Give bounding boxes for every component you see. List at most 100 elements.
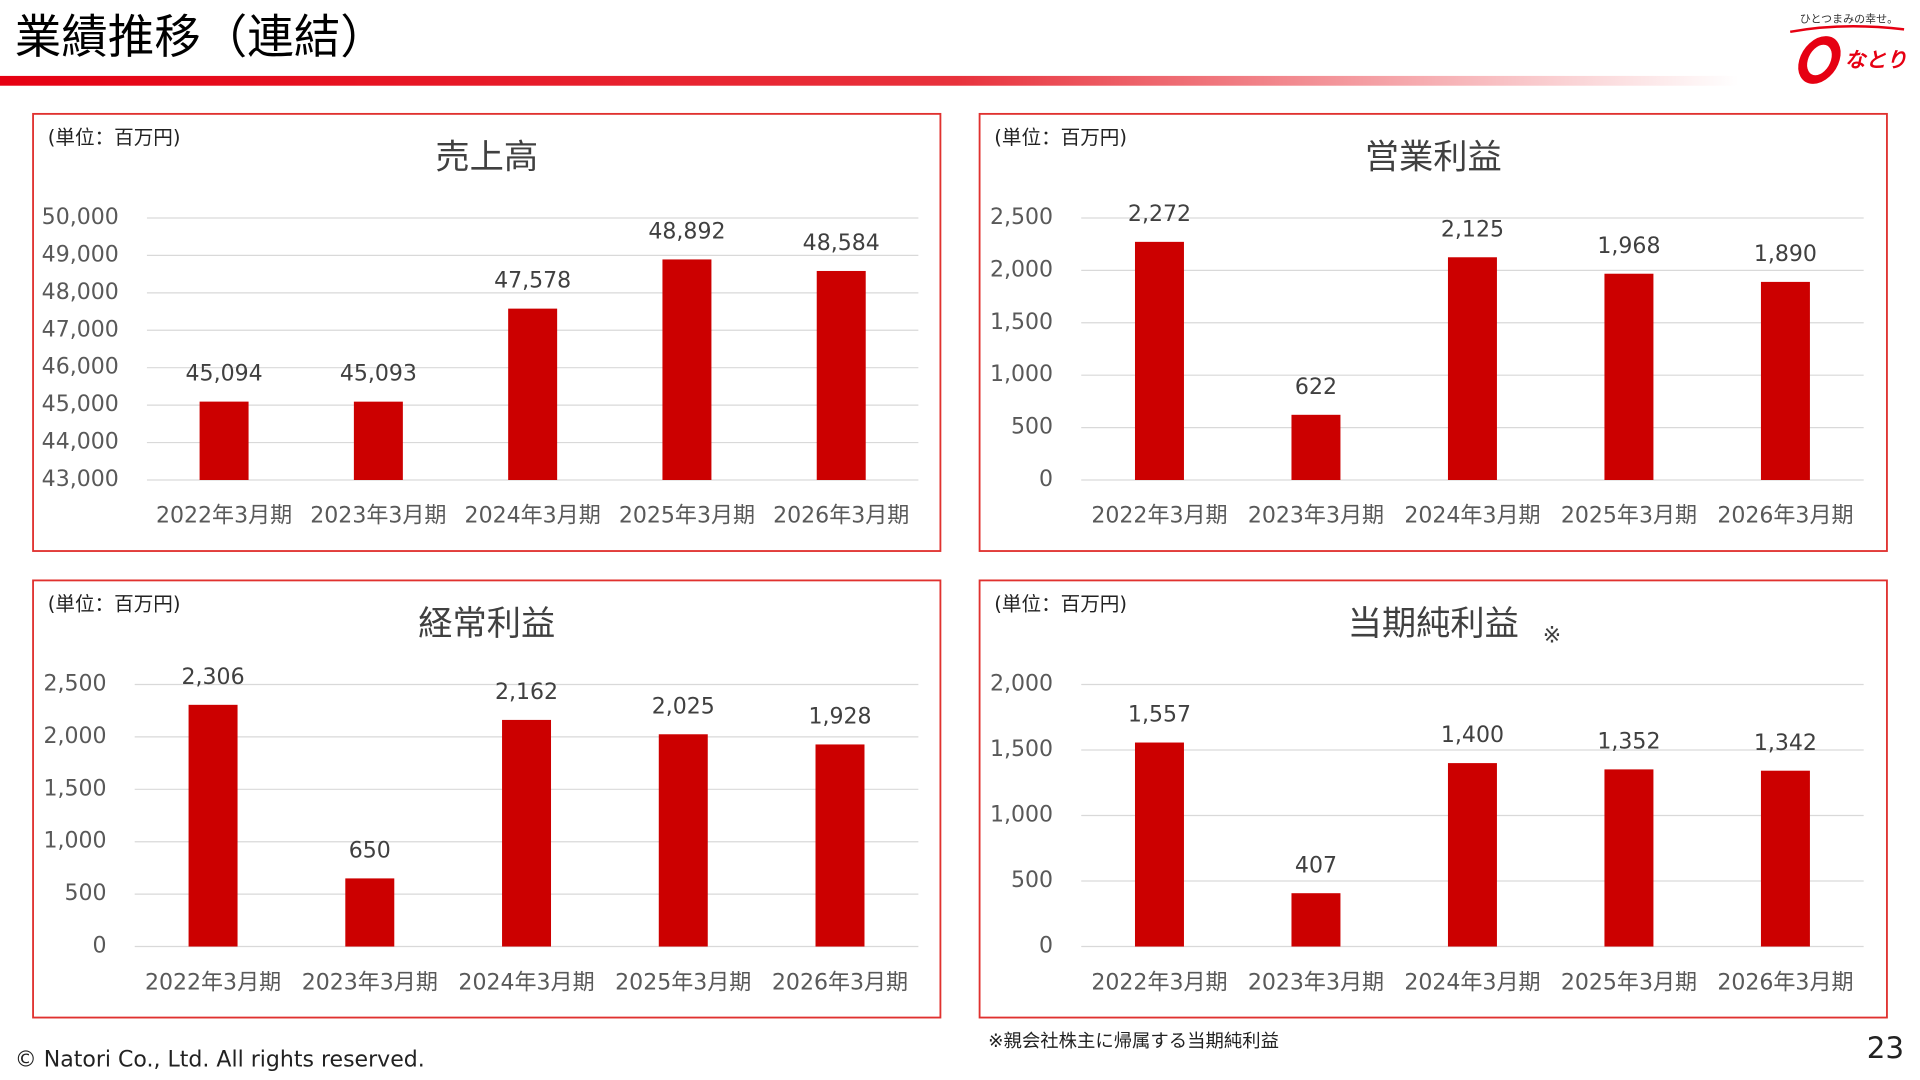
bar [1760, 281, 1810, 480]
value-label: 47,578 [494, 269, 571, 294]
x-tick-label: 2022年3月期 [156, 504, 292, 529]
bar [502, 719, 552, 947]
logo-tagline: ひとつまみの幸せ。 [1800, 13, 1898, 26]
value-label: 1,400 [1441, 723, 1504, 748]
value-label: 2,272 [1128, 202, 1191, 227]
y-tick-label: 0 [1039, 934, 1053, 959]
y-tick-label: 2,000 [43, 724, 106, 749]
value-label: 2,125 [1441, 217, 1504, 242]
bar [816, 270, 866, 480]
value-label: 1,342 [1754, 731, 1817, 756]
value-label: 45,093 [340, 362, 417, 387]
x-tick-label: 2024年3月期 [465, 504, 601, 529]
value-label: 650 [349, 838, 391, 863]
value-label: 1,557 [1128, 703, 1191, 728]
chart-panel [978, 579, 1888, 1019]
logo: ひとつまみの幸せ。 なとり [1789, 13, 1907, 84]
logo-swoosh [1789, 25, 1905, 34]
value-label: 2,025 [652, 694, 715, 719]
chart-panel [32, 112, 942, 552]
value-label: 1,352 [1597, 729, 1660, 754]
x-tick-label: 2024年3月期 [1404, 504, 1540, 529]
chart-panel [978, 112, 1888, 552]
bar [188, 704, 238, 947]
chart-panel [32, 579, 942, 1019]
x-tick-label: 2026年3月期 [773, 504, 909, 529]
x-tick-label: 2026年3月期 [1717, 504, 1853, 529]
unit-label: (単位：百万円) [48, 592, 181, 615]
value-label: 2,162 [495, 680, 558, 705]
bar [1604, 769, 1654, 947]
page-number: 23 [1867, 1031, 1904, 1065]
chart-title: 営業利益 [1365, 138, 1502, 178]
value-label: 1,968 [1597, 234, 1660, 259]
title-note: ※ [1543, 624, 1561, 649]
value-label: 45,094 [186, 362, 263, 387]
bar [353, 401, 403, 480]
y-tick-label: 500 [1011, 868, 1053, 893]
y-tick-label: 2,500 [990, 205, 1053, 230]
logo-brand: なとり [1845, 48, 1907, 72]
x-tick-label: 2025年3月期 [1561, 504, 1697, 529]
x-tick-label: 2026年3月期 [1717, 970, 1853, 995]
y-tick-label: 43,000 [42, 467, 119, 492]
y-tick-label: 500 [1011, 415, 1053, 440]
x-tick-label: 2025年3月期 [1561, 970, 1697, 995]
bar [1291, 893, 1341, 947]
bar [199, 401, 249, 480]
value-label: 48,892 [648, 219, 725, 244]
y-tick-label: 45,000 [42, 392, 119, 417]
logo-mark [1798, 36, 1841, 84]
unit-label: (単位：百万円) [994, 126, 1127, 149]
footnote: ※親会社株主に帰属する当期純利益 [988, 1031, 1279, 1052]
bar [1291, 414, 1341, 480]
value-label: 1,890 [1754, 242, 1817, 267]
value-label: 1,928 [808, 705, 871, 730]
x-tick-label: 2023年3月期 [1248, 504, 1384, 529]
bar [1604, 273, 1654, 480]
x-tick-label: 2026年3月期 [772, 970, 908, 995]
y-tick-label: 0 [1039, 467, 1053, 492]
value-label: 48,584 [803, 231, 880, 256]
y-tick-label: 1,500 [43, 776, 106, 801]
value-label: 407 [1295, 853, 1337, 878]
x-tick-label: 2022年3月期 [1091, 504, 1227, 529]
y-tick-label: 0 [92, 934, 106, 959]
bar [508, 308, 558, 480]
y-tick-label: 1,000 [990, 803, 1053, 828]
x-tick-label: 2024年3月期 [1404, 970, 1540, 995]
y-tick-label: 44,000 [42, 430, 119, 455]
bar [1447, 763, 1497, 947]
unit-label: (単位：百万円) [48, 126, 181, 149]
x-tick-label: 2022年3月期 [1091, 970, 1227, 995]
bar [662, 259, 712, 480]
bar [815, 744, 865, 947]
y-tick-label: 50,000 [42, 205, 119, 230]
y-tick-label: 1,500 [990, 737, 1053, 762]
x-tick-label: 2023年3月期 [310, 504, 446, 529]
copyright: © Natori Co., Ltd. All rights reserved. [15, 1047, 425, 1072]
chart-title: 経常利益 [418, 604, 555, 644]
value-label: 622 [1295, 375, 1337, 400]
bar [658, 734, 708, 947]
x-tick-label: 2023年3月期 [302, 970, 438, 995]
y-tick-label: 2,000 [990, 257, 1053, 282]
bar [345, 878, 395, 947]
y-tick-label: 2,000 [990, 671, 1053, 696]
x-tick-label: 2024年3月期 [458, 970, 594, 995]
y-tick-label: 48,000 [42, 280, 119, 305]
chart-title: 売上高 [435, 138, 538, 178]
header-bar [0, 75, 1739, 86]
y-tick-label: 500 [64, 881, 106, 906]
x-tick-label: 2022年3月期 [145, 970, 281, 995]
y-tick-label: 1,000 [43, 829, 106, 854]
bar [1134, 241, 1184, 480]
y-tick-label: 46,000 [42, 355, 119, 380]
y-tick-label: 47,000 [42, 317, 119, 342]
x-tick-label: 2025年3月期 [615, 970, 751, 995]
value-label: 2,306 [182, 665, 245, 690]
x-tick-label: 2023年3月期 [1248, 970, 1384, 995]
y-tick-label: 1,500 [990, 310, 1053, 335]
